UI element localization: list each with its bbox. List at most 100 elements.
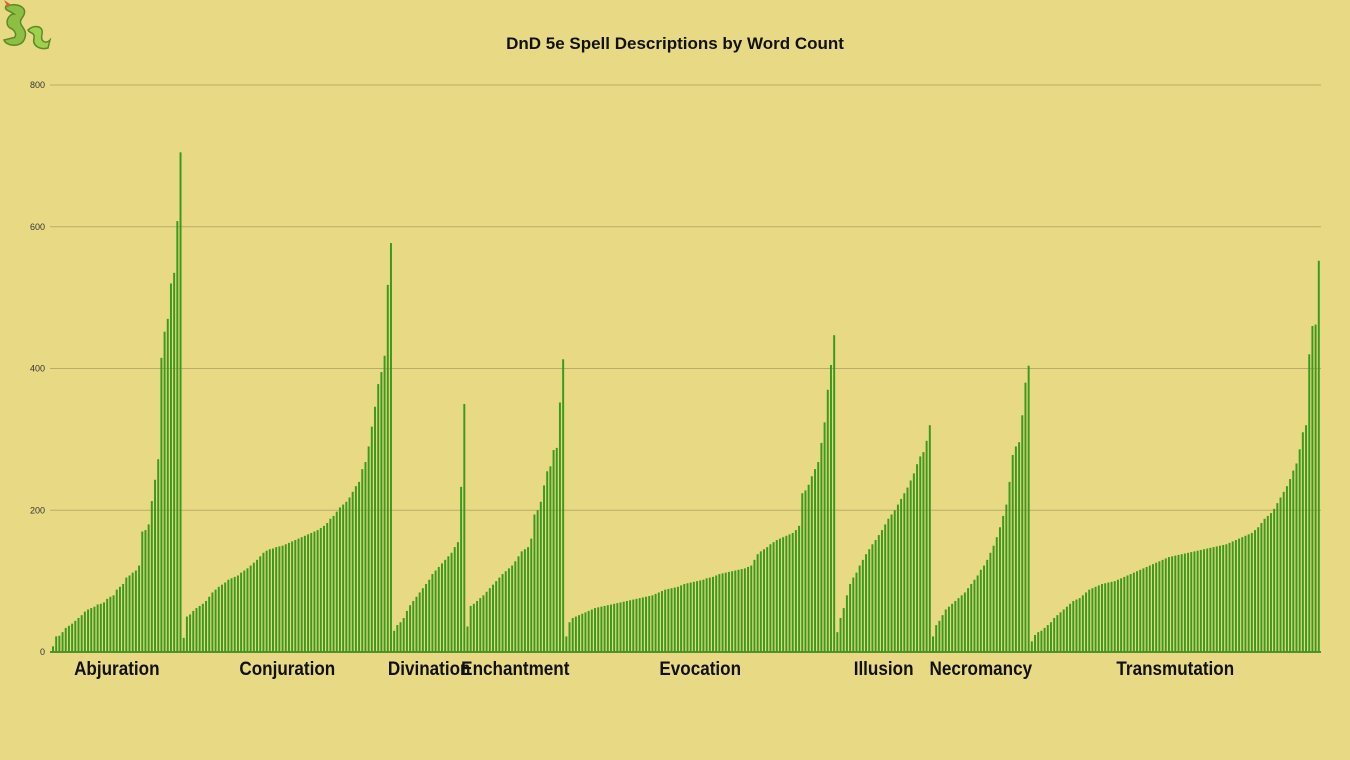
bar-conjuration [380, 372, 383, 652]
bar-transmutation [1059, 612, 1062, 652]
bar-illusion [871, 544, 874, 652]
bar-transmutation [1056, 615, 1059, 652]
bar-conjuration [243, 570, 246, 652]
bar-evocation [574, 616, 577, 652]
bar-transmutation [1183, 553, 1186, 652]
bar-necromancy [941, 615, 944, 652]
bar-divination [444, 559, 447, 652]
bar-abjuration [160, 357, 163, 652]
bar-conjuration [192, 610, 195, 652]
bar-conjuration [338, 507, 341, 652]
bar-transmutation [1234, 540, 1237, 652]
bar-abjuration [154, 479, 157, 652]
bar-evocation [798, 525, 801, 652]
bar-abjuration [134, 570, 137, 652]
gridlines [50, 84, 1321, 653]
bar-evocation [629, 600, 632, 652]
bar-conjuration [284, 544, 287, 652]
category-label-transmutation: Transmutation [1116, 658, 1234, 679]
bar-conjuration [345, 501, 348, 652]
bar-transmutation [1113, 581, 1116, 653]
bar-transmutation [1285, 486, 1288, 652]
bar-necromancy [989, 552, 992, 652]
bar-conjuration [316, 530, 319, 652]
bar-illusion [868, 549, 871, 652]
bar-transmutation [1139, 569, 1142, 652]
bar-abjuration [131, 572, 134, 652]
bar-evocation [584, 612, 587, 652]
bar-evocation [660, 591, 663, 652]
bar-abjuration [169, 283, 172, 652]
bar-evocation [807, 484, 810, 652]
bar-conjuration [389, 243, 392, 653]
bar-conjuration [332, 515, 335, 652]
bar-evocation [731, 571, 734, 652]
bar-divination [405, 610, 408, 652]
bar-abjuration [138, 565, 141, 652]
bar-divination [456, 542, 459, 652]
bar-conjuration [198, 605, 201, 652]
category-label-divination: Divination [388, 658, 471, 679]
bar-transmutation [1081, 595, 1084, 652]
bar-enchantment [482, 595, 485, 652]
bar-conjuration [358, 481, 361, 652]
bar-conjuration [275, 547, 278, 652]
bar-transmutation [1225, 544, 1228, 652]
bar-conjuration [211, 592, 214, 652]
bar-necromancy [998, 527, 1001, 652]
bar-illusion [880, 530, 883, 652]
bar-divination [425, 583, 428, 652]
bar-illusion [858, 565, 861, 652]
bar-conjuration [220, 584, 223, 652]
bar-illusion [836, 632, 839, 652]
bar-transmutation [1094, 586, 1097, 652]
bar-necromancy [938, 620, 941, 652]
bar-illusion [842, 608, 845, 652]
bar-necromancy [992, 545, 995, 652]
bar-transmutation [1263, 518, 1266, 652]
bar-enchantment [523, 549, 526, 652]
bar-illusion [916, 464, 919, 652]
bar-evocation [804, 490, 807, 652]
bar-transmutation [1088, 589, 1091, 652]
bar-evocation [817, 462, 820, 652]
category-label-evocation: Evocation [659, 658, 741, 679]
bar-abjuration [150, 501, 153, 652]
bar-enchantment [552, 450, 555, 652]
bar-evocation [587, 610, 590, 652]
bar-abjuration [52, 646, 54, 652]
bar-abjuration [106, 598, 109, 652]
bar-evocation [810, 476, 813, 652]
bar-illusion [877, 535, 880, 652]
bar-abjuration [179, 152, 182, 652]
bar-abjuration [118, 586, 121, 652]
bar-conjuration [319, 527, 322, 652]
bar-evocation [578, 615, 581, 652]
bar-evocation [699, 580, 702, 652]
bar-transmutation [1040, 630, 1043, 652]
bar-abjuration [58, 635, 61, 652]
bar-enchantment [476, 600, 479, 652]
bar-necromancy [1011, 454, 1014, 652]
bar-conjuration [259, 556, 262, 652]
category-label-abjuration: Abjuration [74, 658, 159, 679]
bar-abjuration [125, 577, 128, 652]
bar-illusion [874, 540, 877, 652]
bar-divination [447, 556, 450, 652]
bar-evocation [654, 593, 657, 652]
bar-evocation [750, 565, 753, 652]
bar-divination [440, 563, 443, 652]
bar-abjuration [67, 625, 70, 652]
bar-conjuration [189, 614, 192, 652]
bar-conjuration [303, 535, 306, 652]
bar-transmutation [1136, 571, 1139, 652]
bar-illusion [922, 452, 925, 652]
bar-evocation [680, 585, 683, 652]
bar-conjuration [342, 504, 345, 652]
bar-enchantment [520, 551, 523, 652]
bar-transmutation [1171, 556, 1174, 652]
bar-evocation [763, 549, 765, 652]
bar-conjuration [182, 637, 185, 652]
bar-abjuration [122, 583, 125, 652]
bar-transmutation [1209, 547, 1212, 652]
